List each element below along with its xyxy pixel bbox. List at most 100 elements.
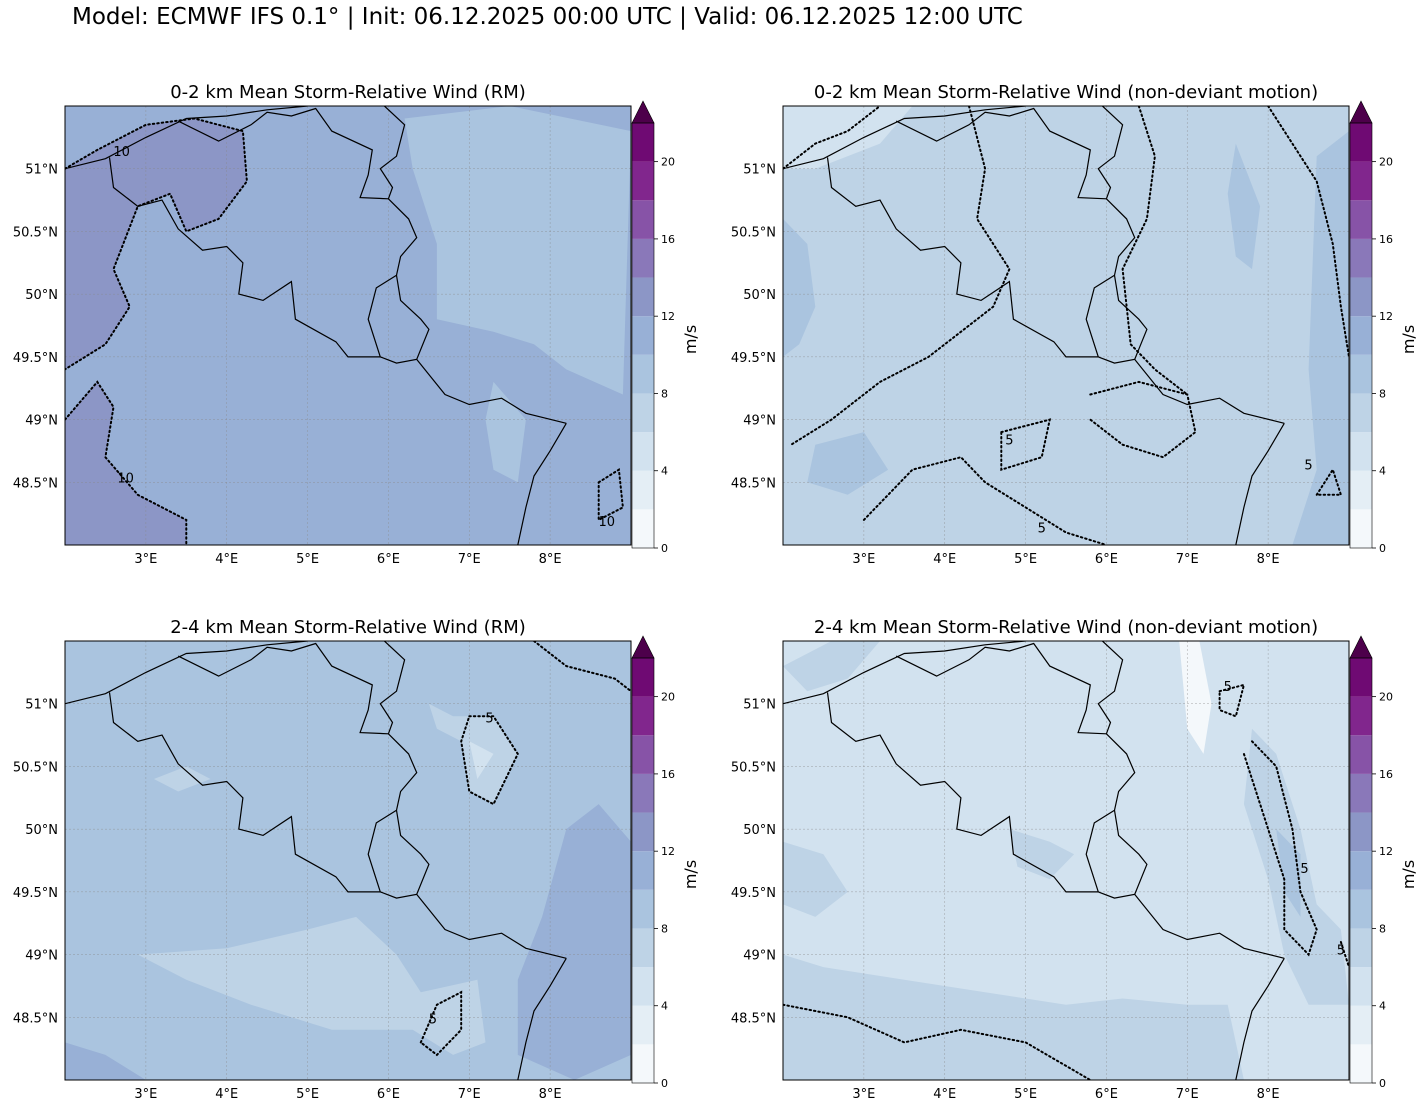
contour-label: 5 xyxy=(1337,944,1345,959)
colorbar-segment xyxy=(632,277,654,317)
country-border xyxy=(1134,894,1285,959)
contour-line xyxy=(1089,380,1197,459)
country-border xyxy=(416,894,567,959)
colorbar-tick-label: 0 xyxy=(661,542,668,555)
lat-tick-label: 51°N xyxy=(743,698,776,713)
country-border xyxy=(380,810,430,899)
colorbar-segment xyxy=(1350,773,1372,813)
colorbar-segment xyxy=(632,696,654,736)
country-border xyxy=(177,107,389,200)
colorbar-segment xyxy=(632,851,654,890)
lat-tick-label: 50°N xyxy=(25,823,58,838)
lat-tick-label: 49.5°N xyxy=(731,886,776,901)
colorbar-segment xyxy=(632,1005,654,1045)
colorbar-segment xyxy=(1350,928,1372,968)
colorbar-segment xyxy=(1350,1005,1372,1045)
colorbar-tick-label: 20 xyxy=(661,156,675,169)
colorbar-tick-label: 8 xyxy=(661,922,668,935)
colorbar-segment xyxy=(632,238,654,278)
colorbar-tick-label: 20 xyxy=(1379,691,1393,704)
contour-label: 10 xyxy=(113,145,130,160)
lon-tick-label: 5°E xyxy=(296,1087,319,1102)
lon-tick-label: 6°E xyxy=(377,1087,400,1102)
contour-line xyxy=(1339,941,1349,969)
shading-region xyxy=(404,106,631,395)
colorbar-tick-label: 12 xyxy=(1379,310,1393,323)
lat-tick-label: 51°N xyxy=(25,698,58,713)
country-border xyxy=(783,641,1026,705)
contour-line xyxy=(790,106,1011,446)
lon-tick-label: 6°E xyxy=(1095,1087,1118,1102)
lat-tick-label: 51°N xyxy=(743,163,776,178)
contour-label: 10 xyxy=(117,471,134,486)
contour-label: 10 xyxy=(598,515,615,530)
colorbar-2: 0 4 8 12 16 20 xyxy=(1349,100,1393,555)
country-border xyxy=(1097,641,1124,735)
colorbar-segment xyxy=(1350,889,1372,929)
country-border xyxy=(1235,957,1285,1080)
shading-region xyxy=(863,168,897,219)
shading-region xyxy=(153,766,211,792)
colorbar-tick-label: 4 xyxy=(661,465,668,478)
country-border xyxy=(1085,733,1136,893)
lon-tick-label: 6°E xyxy=(377,552,400,567)
panel-title-1: 0-2 km Mean Storm-Relative Wind (RM) xyxy=(170,82,526,103)
country-border xyxy=(783,106,1026,170)
colorbar-segment xyxy=(632,773,654,813)
country-border xyxy=(65,641,308,705)
lat-tick-label: 48.5°N xyxy=(13,1011,58,1026)
figure-suptitle: Model: ECMWF IFS 0.1° | Init: 06.12.2025… xyxy=(72,4,1023,30)
colorbar-unit-label-1: m/s xyxy=(681,324,701,355)
contour-line xyxy=(862,456,1108,545)
contour-label: 5 xyxy=(1300,862,1308,877)
contour-line xyxy=(783,106,881,170)
panel-title-4: 2-4 km Mean Storm-Relative Wind (non-dev… xyxy=(813,617,1319,638)
contour-line xyxy=(65,380,188,545)
country-border xyxy=(379,106,406,200)
lat-tick-label: 48.5°N xyxy=(731,1011,776,1026)
lon-tick-label: 7°E xyxy=(458,1087,481,1102)
colorbar-segment xyxy=(1350,316,1372,355)
shading-region xyxy=(783,218,816,357)
contour-line xyxy=(1000,418,1052,472)
lon-tick-label: 3°E xyxy=(134,552,157,567)
colorbar-segment xyxy=(1350,1044,1372,1083)
lat-tick-label: 49.5°N xyxy=(731,351,776,366)
lat-tick-label: 49°N xyxy=(743,949,776,964)
colorbar-segment xyxy=(632,1044,654,1083)
colorbar-tick-label: 0 xyxy=(1379,1077,1386,1090)
contour-label: 5 xyxy=(1224,680,1232,695)
map-panel-2: 5 5 5 3°E 4°E 5°E 6°E 7°E 8°E 51°N 50.5°N 50°N 49.5°… xyxy=(731,105,1350,567)
lon-tick-label: 5°E xyxy=(1014,552,1037,567)
lat-tick-label: 51°N xyxy=(25,163,58,178)
lat-tick-label: 49°N xyxy=(743,414,776,429)
shading-region xyxy=(65,118,247,370)
country-border xyxy=(826,157,1099,358)
colorbar-segment xyxy=(632,470,654,510)
shading-region xyxy=(469,741,494,779)
colorbar-segment xyxy=(1350,812,1372,852)
colorbar-segment xyxy=(1350,277,1372,317)
lat-tick-label: 50.5°N xyxy=(13,225,58,240)
contour-label: 5 xyxy=(485,712,493,727)
contour-label: 5 xyxy=(1038,521,1046,536)
lat-tick-label: 49°N xyxy=(25,949,58,964)
country-border xyxy=(1134,359,1285,424)
country-border xyxy=(380,275,430,364)
country-border xyxy=(177,642,389,735)
shading-region xyxy=(807,432,889,495)
colorbar-segment xyxy=(1350,470,1372,510)
contour-label: 5 xyxy=(1005,434,1013,449)
country-border xyxy=(379,641,406,735)
contour-line xyxy=(460,715,519,806)
colorbar-segment xyxy=(632,509,654,548)
lon-tick-label: 8°E xyxy=(1257,1087,1280,1102)
contour-line xyxy=(419,990,463,1057)
map-panel-4: 5 5 5 3°E 4°E 5°E 6°E 7°E 8°E 51°N 50.5°N 50°N 49.5°… xyxy=(731,640,1350,1102)
country-border xyxy=(1235,422,1285,545)
shading-region xyxy=(517,804,631,1080)
colorbar-segment xyxy=(1350,393,1372,433)
colorbar-segment xyxy=(1350,658,1372,697)
lat-tick-label: 50.5°N xyxy=(731,760,776,775)
colorbar-tick-label: 8 xyxy=(661,387,668,400)
